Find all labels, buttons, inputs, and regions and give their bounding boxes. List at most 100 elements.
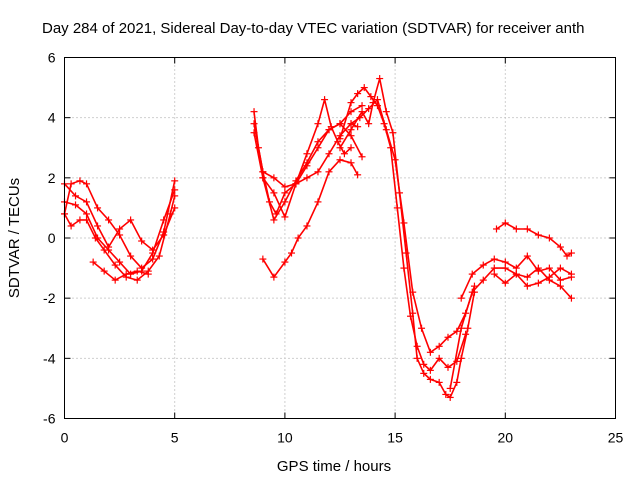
data-point (105, 216, 113, 224)
plot-frame (64, 57, 616, 419)
data-point (523, 273, 531, 281)
data-point (376, 75, 384, 83)
data-point (354, 171, 362, 179)
data-point (435, 378, 443, 386)
series-track-i (259, 102, 366, 221)
data-point (457, 354, 465, 362)
data-point (83, 198, 91, 206)
chart-title: Day 284 of 2021, Sidereal Day-to-day VTE… (42, 20, 584, 37)
data-point (94, 222, 102, 230)
data-point (545, 264, 553, 272)
data-point (340, 150, 348, 158)
data-point (105, 243, 113, 251)
data-point (94, 204, 102, 212)
data-point (259, 174, 267, 182)
data-point (91, 234, 99, 242)
data-point (453, 378, 461, 386)
y-tick-label: -4 (43, 350, 56, 366)
data-point (534, 267, 542, 275)
data-point (365, 120, 373, 128)
series-line (493, 267, 572, 287)
data-point (83, 180, 91, 188)
data-point (325, 150, 333, 158)
data-point (314, 198, 322, 206)
data-point (400, 219, 408, 227)
data-point (347, 99, 355, 107)
data-point (400, 264, 408, 272)
data-point (420, 369, 428, 377)
data-point (545, 273, 553, 281)
data-point (567, 249, 575, 257)
data-point (314, 168, 322, 176)
data-point (111, 261, 119, 269)
data-point (133, 276, 141, 284)
data-point (382, 108, 390, 116)
series-line (449, 267, 572, 389)
data-point (545, 234, 553, 242)
data-point (413, 354, 421, 362)
data-point (534, 279, 542, 287)
data-point (512, 225, 520, 233)
data-point (100, 267, 108, 275)
data-point (83, 216, 91, 224)
series-track-j (259, 156, 362, 281)
data-point (567, 294, 575, 302)
data-point (435, 342, 443, 350)
data-point (171, 177, 179, 185)
data-point (457, 324, 465, 332)
series-track-q (492, 219, 575, 260)
data-point (468, 288, 476, 296)
x-axis-label: GPS time / hours (277, 458, 391, 475)
data-point (155, 252, 163, 260)
x-tick-label: 5 (171, 430, 179, 446)
data-point (281, 189, 289, 197)
series-line (339, 86, 467, 372)
x-tick-label: 10 (277, 430, 293, 446)
data-point (171, 186, 179, 194)
data-point (116, 258, 124, 266)
data-point (358, 102, 366, 110)
data-point (512, 264, 520, 272)
data-point (270, 174, 278, 182)
data-point (314, 138, 322, 146)
data-point (365, 105, 373, 113)
data-point (413, 342, 421, 350)
data-point (446, 393, 454, 401)
data-point (160, 216, 168, 224)
series-line (262, 104, 363, 220)
data-point (457, 294, 465, 302)
series-track-e (89, 258, 152, 284)
data-point (336, 135, 344, 143)
series-track-c (61, 180, 179, 254)
data-point (122, 270, 130, 278)
data-point (534, 231, 542, 239)
data-point (294, 234, 302, 242)
series-line (496, 222, 572, 258)
data-point (133, 267, 141, 275)
data-point (303, 222, 311, 230)
series-line (63, 183, 176, 252)
data-point (325, 126, 333, 134)
data-point (479, 276, 487, 284)
series-track-p (490, 264, 575, 290)
data-point (67, 180, 75, 188)
data-point (72, 201, 80, 209)
series-track-l (336, 84, 470, 374)
data-point (426, 348, 434, 356)
data-point (409, 288, 417, 296)
data-point (116, 231, 124, 239)
data-point (250, 120, 258, 128)
data-point (356, 114, 364, 122)
data-point (354, 123, 362, 131)
y-tick-label: 4 (48, 110, 56, 126)
series-track-g (250, 96, 355, 191)
data-point (116, 225, 124, 233)
data-point (144, 270, 152, 278)
data-point (76, 216, 84, 224)
data-point (435, 354, 443, 362)
data-point (111, 276, 119, 284)
series-line (63, 179, 176, 270)
series-line (253, 96, 352, 188)
data-point (501, 219, 509, 227)
series-track-o (457, 252, 575, 302)
